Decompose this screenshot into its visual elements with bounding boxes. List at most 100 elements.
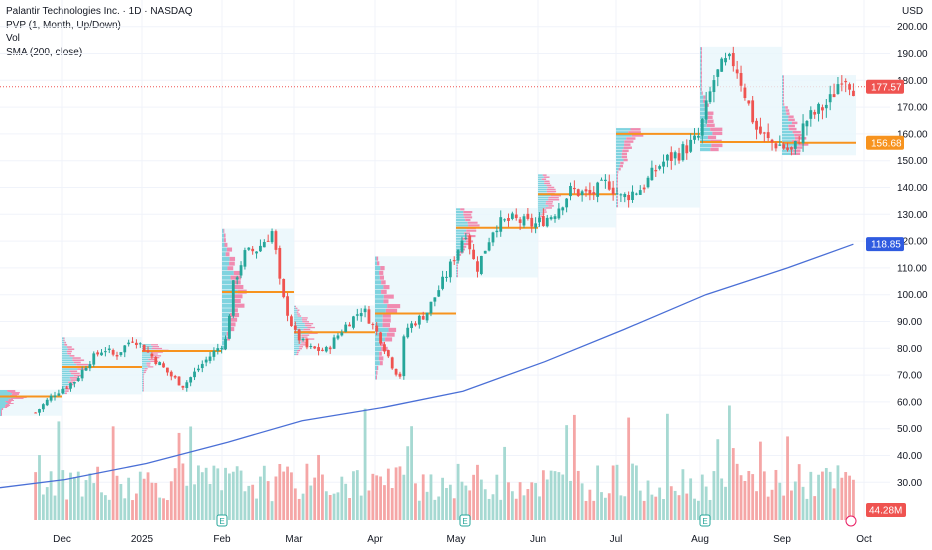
profile-bar-down [712,131,723,136]
volume-bar [638,490,642,520]
profile-bar-up [294,309,298,311]
candle-body [363,308,367,313]
candle-body [297,329,301,341]
volume-bar [146,472,150,520]
candle-body [111,350,115,355]
volume-bar [220,490,224,520]
candle-body [344,324,348,332]
profile-bar-down [617,180,618,183]
candle-body [456,249,460,261]
profile-bar-up [782,130,793,134]
volume-bar [561,474,565,520]
profile-bar-up [62,359,73,362]
profile-bar-up [456,264,457,267]
candle-body [340,332,344,336]
profile-bar-up [222,256,230,261]
time-tick-label: Apr [367,534,383,545]
profile-bar-up [142,357,151,359]
candle-body [158,362,162,366]
candle-body [716,69,720,77]
profile-bar-up [375,299,384,304]
candle-body [410,323,413,329]
sma-line [0,243,854,489]
axis-currency: USD [902,6,923,17]
candle-body [57,393,61,396]
profile-bar-up [142,380,144,383]
profile-bar-up [456,210,464,214]
volume-bar [100,492,103,520]
profile-bar-down [376,261,380,266]
profile-bar-up [782,109,786,112]
profile-bar-down [383,294,394,299]
candle-body [313,346,317,349]
profile-bar-up [62,379,71,381]
volume-bar [204,467,208,520]
candle-body [572,187,576,190]
profile-bar-up [456,269,458,272]
profile-bar-down [301,334,310,336]
candle-body [452,260,456,262]
candle-body [600,179,603,181]
volume-bar [545,479,549,520]
profile-bar-up [782,106,786,109]
volume-bar [390,488,394,520]
profile-bar-down [1,411,2,413]
legend-vol[interactable]: Vol [6,33,20,44]
price-axis[interactable]: USD 200.00 190.00 180.00 170.00 160.00 150.00 1… [890,0,932,550]
volume-bar [747,471,751,520]
profile-bar-down [380,266,385,271]
profile-bar-down [68,381,76,384]
volume-bar [448,484,452,520]
volume-bar [398,466,402,520]
profile-bar-down [617,177,618,180]
axis-tick-label: 50.00 [897,424,922,435]
volume-bar [658,487,662,520]
profile-bar-down [7,391,16,393]
profile-bar-down [544,180,550,183]
profile-bar-up [700,99,704,103]
profile-bar-up [538,186,548,189]
volume-bar [437,496,441,520]
candle-body [375,325,379,332]
candle-body [185,382,189,389]
candle-body [41,404,45,410]
candle-body [115,354,119,357]
profile-bar-up [456,267,458,270]
profile-bar-down [623,146,632,149]
profile-bar-down [541,178,547,180]
volume-bar [724,486,727,520]
profile-bar-down [543,209,547,211]
last-price-tag: 177.57 [871,82,902,93]
axis-tick-label: 200.00 [897,22,928,33]
profile-bar-up [62,372,71,375]
candle-body [805,120,809,127]
profile-bar-up [700,55,701,59]
candle-body [782,144,786,149]
profile-bar-up [0,392,11,394]
volume-bar [228,473,231,520]
volume-bar [821,471,824,520]
axis-tick-label: 100.00 [897,290,928,301]
candle-body [204,359,208,363]
profile-bar-down [303,328,311,331]
legend-sma[interactable]: SMA (200, close) [6,46,83,58]
profile-bar-down [233,298,241,304]
profile-bar-down [701,87,702,91]
volume-bar [189,426,193,520]
profile-bar-up [294,313,297,315]
profile-bar-down [143,377,144,379]
volume-bar [472,474,476,520]
profile-bar-down [0,413,3,415]
profile-bar-up [782,78,783,81]
volume-bar [340,476,344,520]
profile-bar-down [11,394,19,396]
time-axis[interactable]: Dec 2025 Feb Mar Apr May Jun Jul Aug Sep Oct [53,534,872,545]
candle-body [778,144,782,146]
profile-bar-up [294,324,306,327]
legend-pvp[interactable]: PVP (1, Month, Up/Down) [6,19,121,31]
profile-bar-up [782,81,783,85]
volume-bar [627,417,631,520]
profile-bar-up [538,225,540,228]
profile-bar-down [379,342,384,347]
